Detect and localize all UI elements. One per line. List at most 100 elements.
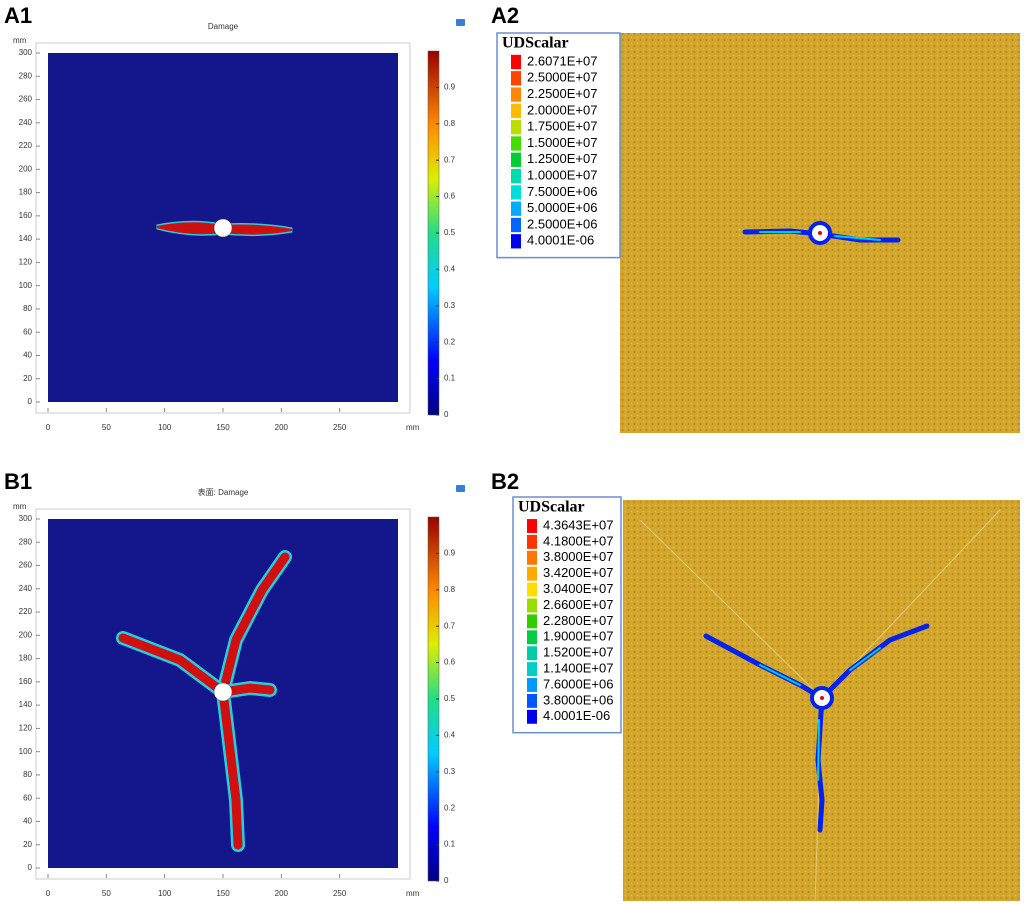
y-tick-label: 100 [19,281,33,290]
y-tick-label: 120 [19,724,33,733]
legend-swatch [511,71,521,86]
x-tick-label: 200 [275,889,289,898]
legend-entry: 1.7500E+07 [527,119,597,134]
legend-swatch [511,136,521,151]
crack [639,509,1001,902]
y-tick-label: 0 [28,863,33,872]
legend-entry: 4.0001E-06 [527,233,594,248]
y-tick-label: 300 [19,514,33,523]
legend-entry: 2.0000E+07 [527,102,597,117]
legend-swatch [527,630,537,645]
legend-entry: 1.2500E+07 [527,151,597,166]
colorbar-label: 0.5 [444,694,456,703]
legend-entry: 5.0000E+06 [527,200,597,215]
y-unit: mm [13,502,27,511]
legend-swatch [527,662,537,677]
legend-entry: 3.8000E+07 [543,549,613,564]
legend-swatch [511,152,521,167]
legend-entry: 2.2800E+07 [543,613,613,628]
x-unit: mm [406,423,420,432]
x-tick-label: 250 [333,423,347,432]
legend-swatch [527,678,537,692]
colorbar-label: 0.4 [444,731,456,740]
y-tick-label: 60 [23,327,32,336]
icon [456,485,465,492]
legend-swatch [527,582,537,597]
y-tick-label: 240 [19,584,33,593]
legend-entry: 2.5000E+07 [527,70,597,85]
legend-swatch [527,646,537,661]
panel-label: B1 [4,469,32,494]
y-tick-label: 100 [19,747,33,756]
colorbar-label: 0.3 [444,767,456,776]
x-tick-label: 50 [102,889,111,898]
x-tick-label: 150 [216,889,230,898]
y-tick-label: 260 [19,561,33,570]
legend-swatch [527,550,537,565]
x-tick-label: 100 [158,889,172,898]
y-tick-label: 260 [19,95,33,104]
legend-entry: 1.5000E+07 [527,135,597,150]
x-tick-label: 0 [46,889,51,898]
colorbar-label: 0.2 [444,803,456,812]
y-tick-label: 220 [19,141,33,150]
colorbar-label: 0 [444,410,449,419]
x-tick-label: 0 [46,423,51,432]
y-tick-label: 120 [19,258,33,267]
x-tick-label: 150 [216,423,230,432]
legend-entry: 1.1400E+07 [543,661,613,676]
legend-swatch [511,217,521,233]
plot-title: 表面: Damage [198,487,249,497]
y-tick-label: 300 [19,48,33,57]
legend-swatch [527,598,537,613]
panel-label: A1 [4,3,32,28]
x-tick-label: 100 [158,423,172,432]
legend-entry: 4.0001E-06 [543,708,610,723]
crack [742,221,901,245]
legend-entry: 3.4200E+07 [543,565,613,580]
y-tick-label: 180 [19,188,33,197]
colorbar-label: 0.7 [444,621,456,630]
legend-swatch [527,566,537,581]
legend-swatch [511,87,521,102]
legend-title: UDScalar [502,35,569,52]
borehole [213,682,233,702]
legend-entry: 3.0400E+07 [543,581,613,596]
colorbar-label: 0.1 [444,374,456,383]
y-tick-label: 140 [19,700,33,709]
y-tick-label: 220 [19,607,33,616]
legend-entry: 3.8000E+06 [543,692,613,707]
crack-core [118,633,228,697]
legend-swatch [511,234,521,249]
y-tick-label: 200 [19,164,33,173]
colorbar-label: 0.9 [444,83,456,92]
colorbar-label: 0.6 [444,658,456,667]
y-tick-label: 160 [19,677,33,686]
x-unit: mm [406,889,420,898]
legend-swatch [527,709,537,724]
plot-title: Damage [208,22,239,31]
y-tick-label: 20 [23,840,32,849]
colorbar-label: 0.5 [444,228,456,237]
colorbar-label: 0 [444,876,449,885]
legend-swatch [527,519,537,533]
borehole [213,218,233,238]
legend-entry: 4.1800E+07 [543,533,613,548]
legend-entry: 4.3643E+07 [543,517,613,532]
icon [456,19,465,26]
legend-entry: 1.0000E+07 [527,168,597,183]
y-tick-label: 240 [19,118,33,127]
y-tick-label: 160 [19,211,33,220]
y-tick-label: 200 [19,630,33,639]
colorbar-label: 0.8 [444,585,456,594]
y-tick-label: 60 [23,793,32,802]
legend-entry: 2.5000E+06 [527,216,597,231]
colorbar-label: 0.2 [444,337,456,346]
x-tick-label: 200 [275,423,289,432]
legend-title: UDScalar [518,499,585,516]
panel-label: A2 [491,3,519,28]
colorbar-label: 0.4 [444,265,456,274]
legend-swatch [511,54,521,70]
legend-swatch [511,201,521,216]
